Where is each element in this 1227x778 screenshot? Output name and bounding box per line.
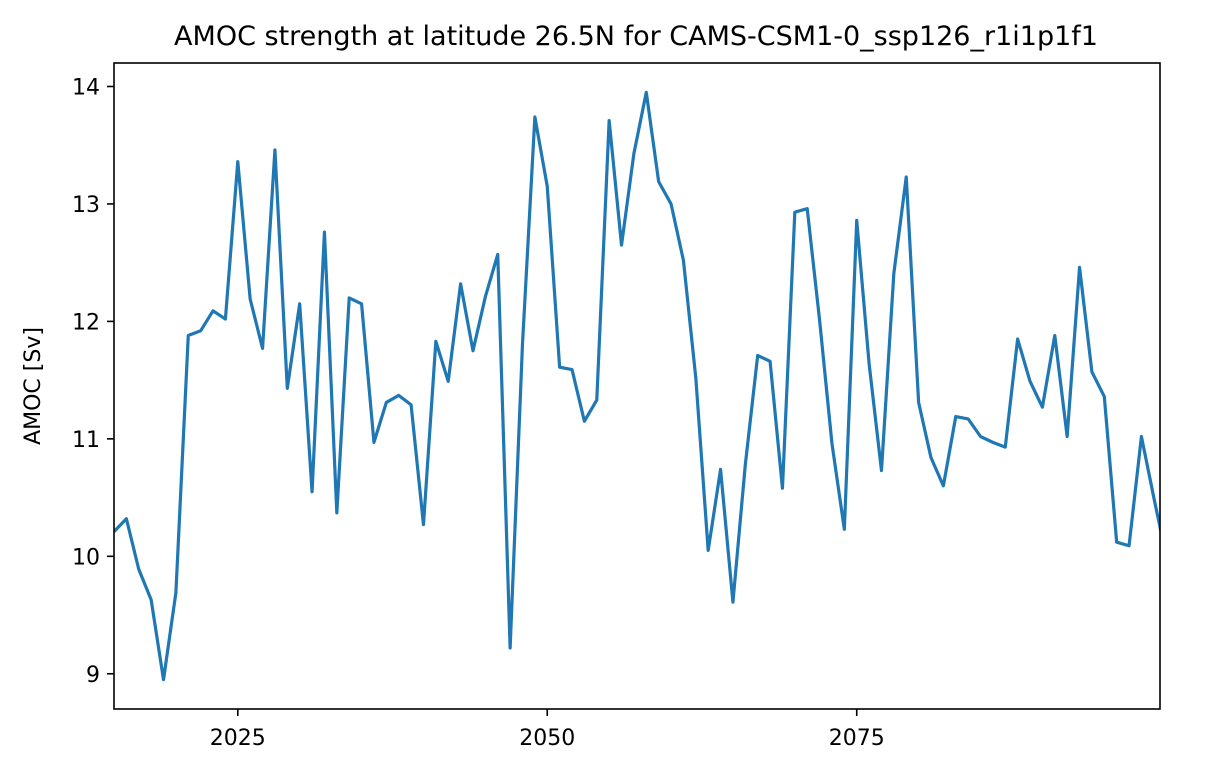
y-tick-label: 11	[72, 428, 100, 453]
plot-frame	[113, 62, 1161, 710]
series-line	[114, 90, 1160, 682]
y-tick-label: 13	[72, 193, 100, 218]
y-tick-label: 9	[86, 663, 100, 688]
x-tick-label: 2025	[210, 726, 266, 751]
y-tick-label: 14	[72, 75, 100, 100]
series-layer	[114, 90, 1160, 682]
y-tick-label: 10	[72, 545, 100, 570]
y-tick-label: 12	[72, 310, 100, 335]
axis-ticks: 2025 2050 2075 9 10 11 12 13 14	[72, 75, 885, 751]
chart-title: AMOC strength at latitude 26.5N for CAMS…	[174, 21, 1098, 52]
y-axis-label: AMOC [Sv]	[21, 327, 46, 445]
x-tick-label: 2050	[519, 726, 575, 751]
x-tick-label: 2075	[829, 726, 885, 751]
